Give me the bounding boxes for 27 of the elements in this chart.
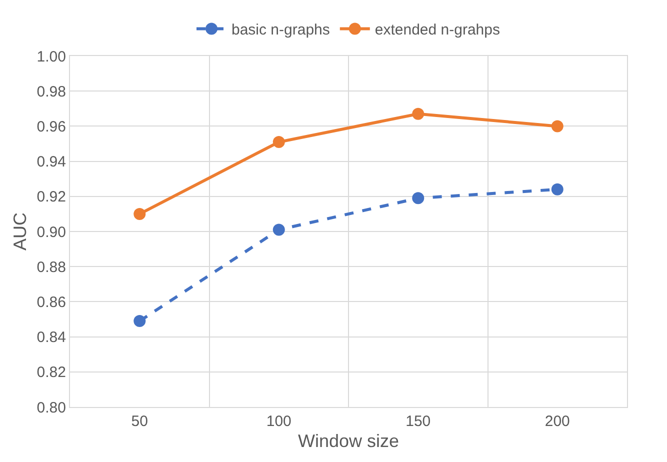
y-tick-label: 0.90 (36, 224, 66, 241)
y-tick-label: 1.00 (36, 48, 66, 66)
y-axis-title: AUC (10, 212, 30, 251)
point (134, 208, 146, 220)
point (412, 108, 424, 120)
point (272, 224, 285, 236)
y-tick-label: 0.84 (36, 329, 66, 346)
x-tick-label: 50 (131, 413, 148, 430)
point (551, 120, 564, 132)
x-tick-label: 100 (266, 413, 292, 430)
y-tick-label: 0.86 (36, 294, 66, 311)
y-tick-label: 0.92 (36, 188, 66, 206)
legend-label: extended n-grahps (374, 22, 500, 39)
legend-label: basic n-graphs (232, 22, 330, 39)
y-tick-label: 0.80 (36, 399, 66, 416)
y-tick-label: 0.82 (36, 364, 66, 382)
x-axis-title: Window size (298, 431, 400, 452)
y-tick-label: 0.94 (36, 154, 66, 171)
point (551, 183, 564, 196)
point (134, 315, 146, 328)
x-tick-label: 200 (544, 413, 570, 430)
y-tick-label: 0.96 (36, 118, 66, 136)
y-tick-label: 0.98 (36, 83, 66, 100)
y-tick-label: 0.88 (36, 258, 66, 276)
x-tick-label: 150 (406, 413, 431, 430)
point (272, 136, 285, 148)
point (412, 192, 424, 204)
